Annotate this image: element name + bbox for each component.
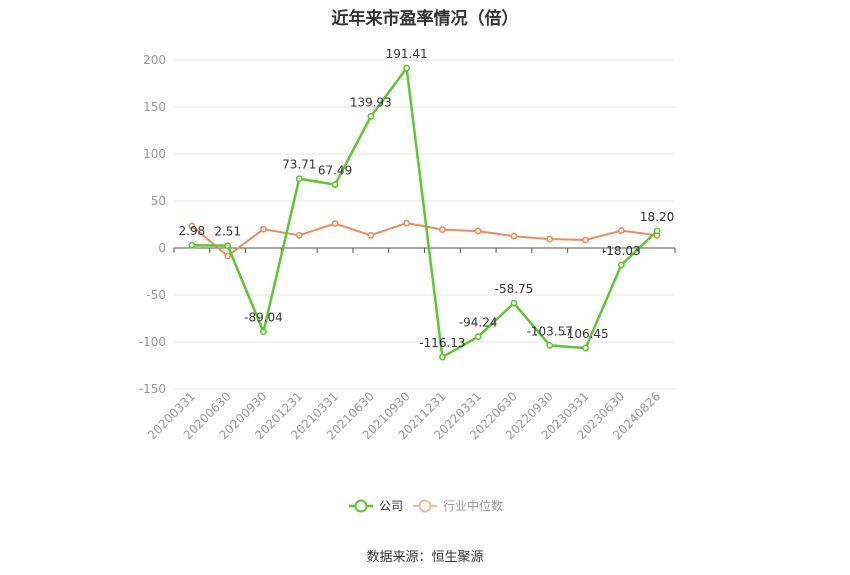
data-point xyxy=(188,241,196,249)
data-point xyxy=(331,220,339,227)
data-label: 73.71 xyxy=(282,158,316,172)
y-tick-label: 150 xyxy=(143,100,166,114)
data-label: 2.51 xyxy=(214,225,241,239)
data-point xyxy=(260,225,267,233)
data-point xyxy=(367,231,375,239)
y-tick-label: 200 xyxy=(143,53,166,67)
data-point xyxy=(546,235,554,243)
legend-label-industry: 行业中位数 xyxy=(443,498,503,513)
legend-marker-company xyxy=(354,499,368,513)
y-tick-label: -50 xyxy=(146,288,166,302)
data-point xyxy=(403,64,411,72)
data-label: -103.57 xyxy=(527,324,573,338)
legend-marker-industry xyxy=(418,499,432,513)
data-point xyxy=(438,353,446,361)
data-point xyxy=(295,231,303,239)
y-tick-label: 50 xyxy=(151,194,166,208)
y-tick-label: 0 xyxy=(158,241,166,255)
data-source: 数据来源：恒生聚源 xyxy=(366,550,484,565)
data-point xyxy=(510,232,518,240)
data-point xyxy=(653,227,661,235)
data-label: 18.20 xyxy=(640,210,674,224)
data-point xyxy=(474,333,482,340)
series-line-company xyxy=(191,64,658,360)
data-point xyxy=(582,236,589,244)
data-label: -116.13 xyxy=(419,336,465,350)
data-point xyxy=(510,299,518,307)
data-label: -94.24 xyxy=(459,316,498,330)
data-point xyxy=(617,227,625,235)
data-point xyxy=(331,181,339,188)
data-label: -18.03 xyxy=(602,244,641,258)
data-point xyxy=(474,227,482,235)
chart-title: 近年来市盈率情况（倍） xyxy=(331,9,519,29)
data-label: -89.04 xyxy=(244,311,283,325)
data-point xyxy=(546,341,554,349)
data-point xyxy=(438,226,446,234)
data-point xyxy=(617,261,625,269)
y-tick-label: -150 xyxy=(139,382,166,396)
data-label: 139.93 xyxy=(350,95,392,109)
data-point xyxy=(188,222,196,230)
data-point xyxy=(403,219,411,227)
data-point xyxy=(367,113,375,120)
data-point xyxy=(224,242,232,250)
y-tick-label: -100 xyxy=(139,335,166,349)
data-point xyxy=(224,252,232,260)
data-label: 67.49 xyxy=(318,164,352,178)
data-label: -58.75 xyxy=(495,282,534,296)
data-label: -106.45 xyxy=(562,327,608,341)
data-label: 191.41 xyxy=(386,47,428,61)
legend-label-company: 公司 xyxy=(379,499,403,513)
data-point xyxy=(260,328,267,336)
data-point xyxy=(295,175,303,183)
data-label: 2.98 xyxy=(179,224,206,238)
series-line-industry xyxy=(191,222,658,258)
y-tick-label: 100 xyxy=(143,147,166,161)
data-point xyxy=(582,344,589,352)
